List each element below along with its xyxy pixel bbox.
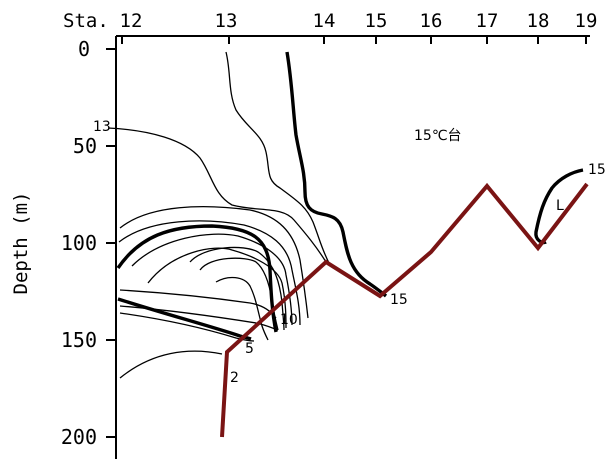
x-tick-label: 13 (215, 10, 238, 32)
y-axis-title: Depth (m) (10, 192, 32, 295)
isotherm (147, 247, 287, 329)
isotherm (199, 257, 279, 331)
isotherm (118, 220, 301, 326)
isotherm-10-lower (117, 297, 252, 341)
isotherm (131, 233, 293, 326)
x-tick-label: 19 (575, 10, 598, 32)
contour-label: 15 (588, 162, 606, 178)
isotherm (119, 206, 309, 319)
x-tick-label: 14 (313, 10, 336, 32)
x-axis: Sta. 12 13 14 15 16 17 18 19 (63, 10, 597, 44)
temperature-annotation: 15℃台 (414, 128, 462, 144)
low-label: L (556, 198, 564, 214)
isotherm-15-inner (116, 224, 278, 333)
isotherm-13 (107, 127, 327, 263)
x-tick-label: 17 (476, 10, 499, 32)
y-tick-label: 150 (61, 328, 97, 352)
contour-label: 13 (93, 119, 111, 135)
thick-isotherms (116, 51, 584, 341)
contour-label: 5 (245, 341, 254, 357)
y-tick-label: 200 (61, 425, 97, 449)
isotherm-15-right (534, 168, 584, 245)
isotherm-5 (119, 312, 255, 342)
x-tick-label: 16 (420, 10, 443, 32)
y-tick-label: 50 (73, 134, 97, 158)
isotherm-2 (119, 350, 223, 379)
contour-label: 15 (390, 292, 408, 308)
isotherm-15-left (285, 51, 388, 298)
bottom-topography-line (220, 182, 589, 438)
x-tick-label: 15 (365, 10, 388, 32)
x-axis-prefix: Sta. (63, 10, 109, 32)
y-tick-label: 0 (78, 37, 90, 61)
contour-labels: 13 15 15 10 5 2 L 15℃台 (93, 119, 606, 386)
x-tick-label: 12 (120, 10, 143, 32)
isotherm (119, 289, 277, 319)
isotherm (225, 51, 331, 266)
x-tick-label: 18 (527, 10, 550, 32)
y-tick-label: 100 (61, 231, 97, 255)
isotherm (189, 246, 285, 331)
y-axis: 0 50 100 150 200 Depth (m) (10, 36, 117, 459)
contour-label: 10 (280, 312, 298, 328)
contour-label: 2 (230, 370, 239, 386)
